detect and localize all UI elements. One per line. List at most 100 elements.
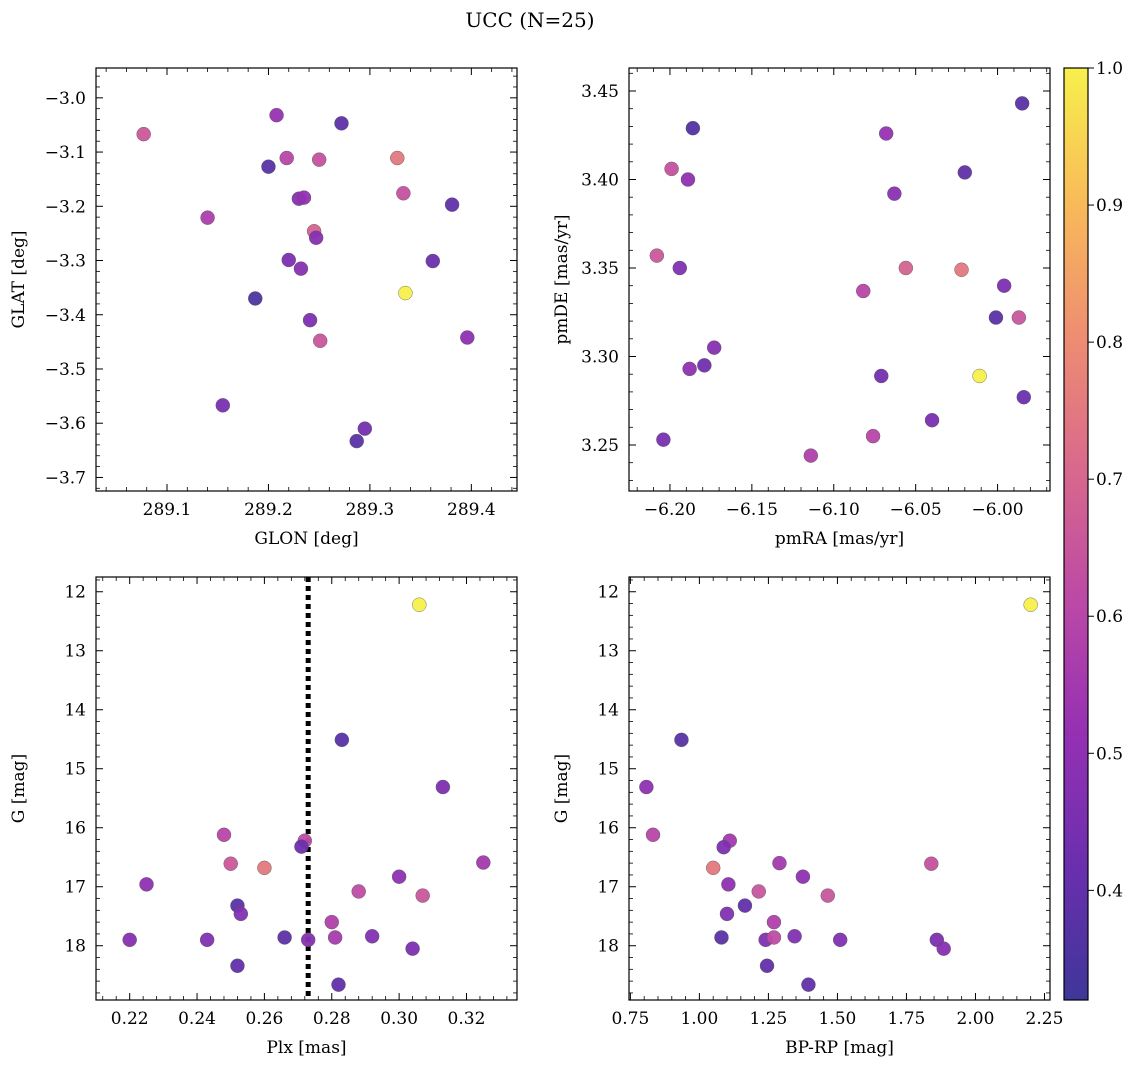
- colorbar-frame: [1063, 67, 1089, 1001]
- data-point: [435, 779, 451, 795]
- data-point: [924, 413, 940, 428]
- data-point: [396, 186, 411, 201]
- data-point: [312, 333, 328, 348]
- data-point: [327, 930, 343, 945]
- y-tick-label: 17: [64, 878, 86, 898]
- data-point: [672, 260, 687, 276]
- y-tick-label: −3.5: [45, 360, 86, 380]
- data-point: [787, 929, 802, 944]
- y-tick-label: 14: [597, 701, 619, 721]
- x-tick-label: 2.00: [957, 1009, 995, 1029]
- data-point: [364, 929, 380, 944]
- data-point: [664, 161, 679, 177]
- axes-frame: [628, 67, 1051, 492]
- y-axis-label: GLAT [deg]: [9, 230, 29, 328]
- data-point: [311, 152, 327, 167]
- data-point: [277, 930, 292, 945]
- data-point: [719, 906, 735, 922]
- data-point: [248, 291, 263, 306]
- y-tick-label: 12: [64, 583, 86, 603]
- x-axis-label: BP-RP [mag]: [785, 1038, 894, 1058]
- data-point: [1016, 389, 1031, 405]
- scatter-points: [122, 597, 491, 992]
- data-point: [412, 597, 427, 612]
- data-point: [801, 977, 816, 992]
- data-point: [261, 159, 276, 174]
- x-tick-label: 1.75: [888, 1009, 926, 1029]
- data-point: [349, 433, 364, 449]
- x-tick-label: 289.1: [143, 500, 192, 520]
- data-point: [957, 165, 973, 180]
- y-tick-label: 12: [597, 583, 619, 603]
- panel-cmd_plx: 0.22 0.24 0.26 0.28 0.30 0.32 12 13 14 15 16 17 18 Pl…: [9, 576, 518, 1058]
- colorbar-tick-label: 0.8: [1096, 333, 1123, 353]
- data-point: [215, 398, 231, 413]
- data-point: [697, 358, 712, 373]
- axes-frame: [628, 576, 1051, 1001]
- data-point: [398, 285, 413, 301]
- y-tick-label: 3.40: [581, 171, 619, 191]
- data-point: [680, 172, 696, 187]
- data-point: [200, 210, 215, 225]
- data-point: [716, 840, 731, 855]
- panels: 289.1 289.2 289.3 289.4 −3.0 −3.1 −3.2 −3.3 −3.4…: [9, 67, 1064, 1058]
- x-tick-label: 0.32: [448, 1009, 486, 1029]
- data-point: [924, 856, 939, 871]
- data-point: [714, 930, 729, 945]
- data-point: [832, 932, 848, 948]
- x-axis-label: Plx [mas]: [266, 1038, 346, 1058]
- x-tick-label: 289.3: [346, 500, 395, 520]
- data-point: [357, 421, 373, 436]
- data-point: [1014, 96, 1030, 111]
- x-tick-label: −6.05: [890, 500, 942, 520]
- scatter-points: [649, 96, 1031, 463]
- data-point: [766, 930, 782, 945]
- x-tick-label: 289.4: [447, 500, 496, 520]
- data-point: [460, 330, 475, 345]
- y-tick-label: 3.45: [581, 82, 619, 102]
- data-point: [444, 197, 460, 212]
- x-tick-label: −6.20: [644, 500, 696, 520]
- data-point: [898, 260, 914, 276]
- y-axis-label: G [mag]: [9, 754, 29, 823]
- data-point: [988, 310, 1004, 325]
- data-point: [865, 428, 881, 444]
- data-point: [706, 860, 721, 876]
- data-point: [649, 248, 665, 263]
- data-point: [269, 107, 284, 123]
- data-point: [324, 914, 339, 930]
- data-point: [856, 283, 871, 299]
- y-tick-label: 3.30: [581, 347, 619, 367]
- x-tick-label: 289.2: [244, 500, 293, 520]
- x-tick-label: −6.00: [972, 500, 1024, 520]
- x-tick-label: −6.15: [726, 500, 778, 520]
- data-point: [279, 150, 294, 166]
- data-point: [223, 856, 238, 871]
- data-point: [351, 884, 366, 899]
- data-point: [296, 190, 312, 205]
- scatter-points: [639, 597, 1038, 992]
- data-point: [257, 860, 272, 876]
- data-point: [803, 448, 819, 463]
- panel-sky: 289.1 289.2 289.3 289.4 −3.0 −3.1 −3.2 −3.3 −3.4…: [9, 67, 518, 549]
- data-point: [139, 877, 154, 892]
- scatter-points: [136, 107, 475, 449]
- data-point: [233, 906, 249, 922]
- data-point: [334, 732, 350, 748]
- data-point: [772, 855, 787, 871]
- data-point: [820, 888, 835, 903]
- data-point: [721, 877, 736, 892]
- x-tick-label: 0.22: [111, 1009, 149, 1029]
- x-tick-label: 2.25: [1026, 1009, 1064, 1029]
- y-tick-label: 13: [64, 642, 86, 662]
- data-point: [302, 312, 318, 328]
- data-point: [639, 779, 654, 795]
- y-tick-label: 16: [64, 819, 86, 839]
- data-point: [281, 252, 296, 268]
- panel-pm: −6.20 −6.15 −6.10 −6.05 −6.00 3.25 3.30 3.35 3.4…: [552, 67, 1051, 549]
- data-point: [122, 932, 137, 948]
- colorbar-gradient: [1064, 68, 1088, 1000]
- y-tick-label: −3.3: [45, 252, 86, 272]
- y-tick-label: 3.35: [581, 259, 619, 279]
